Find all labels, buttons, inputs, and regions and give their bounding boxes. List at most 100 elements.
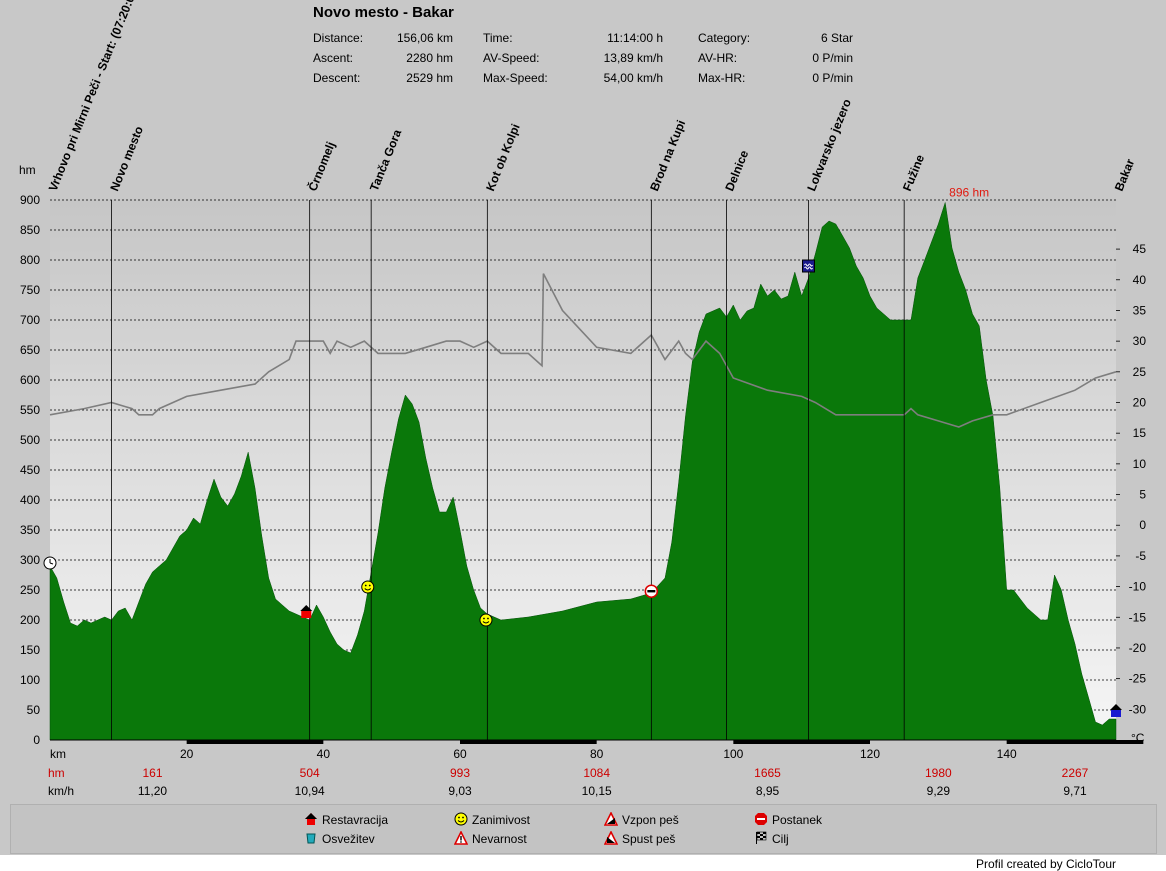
legend-item-finish: Cilj xyxy=(754,831,789,846)
elevation-profile-chart: 0501001502002503003504004505005506006507… xyxy=(19,0,1146,798)
y-tick-label: 900 xyxy=(20,193,40,207)
danger-icon xyxy=(454,831,468,845)
y-tick-label: 150 xyxy=(20,643,40,657)
hm-row-value: 161 xyxy=(142,766,162,780)
stat-value-max-speed: 54,00 km/h xyxy=(603,71,663,85)
walk-up-icon xyxy=(604,812,618,826)
stat-label-max-speed: Max-Speed: xyxy=(483,71,548,85)
restaurant-icon xyxy=(305,813,317,825)
legend-label-restaurant: Restavracija xyxy=(322,813,389,827)
waypoint-label: Delnice xyxy=(722,148,751,193)
y-tick-label: 550 xyxy=(20,403,40,417)
y-tick-label: 800 xyxy=(20,253,40,267)
x-axis-bar xyxy=(186,740,1144,744)
stat-label-time: Time: xyxy=(483,31,513,45)
stat-label-distance: Distance: xyxy=(313,31,364,45)
legend-label-attraction: Zanimivost xyxy=(472,813,531,827)
y2-tick-label: -5 xyxy=(1135,549,1146,563)
legend-item-attraction: Zanimivost xyxy=(454,812,530,827)
y-tick-label: 750 xyxy=(20,283,40,297)
kmh-row-value: 9,03 xyxy=(448,784,472,798)
y-tick-label: 100 xyxy=(20,673,40,687)
y2-tick-label: 10 xyxy=(1133,457,1147,471)
y-tick-label: 0 xyxy=(33,733,40,747)
stat-value-max-hr: 0 P/min xyxy=(812,71,853,85)
route-title: Novo mesto - Bakar xyxy=(313,4,454,21)
stat-label-ascent: Ascent: xyxy=(313,51,354,65)
waypoint-label: Bakar xyxy=(1112,157,1138,193)
y2-tick-label: -20 xyxy=(1129,641,1147,655)
refreshment-icon xyxy=(306,833,316,844)
x-axis-ticks: 20 40 60 80 100 120 140 xyxy=(180,747,1017,761)
y2-tick-label: 20 xyxy=(1133,396,1147,410)
waypoint-label: Novo mesto xyxy=(107,124,146,193)
stat-value-time: 11:14:00 h xyxy=(607,31,663,45)
stop-icon xyxy=(755,813,767,825)
credit-text: Profil created by CicloTour xyxy=(975,857,1116,871)
hm-row-value: 1084 xyxy=(583,766,610,780)
x-axis-bar-segment xyxy=(460,740,597,744)
y2-tick-label: 25 xyxy=(1133,365,1147,379)
kmh-row-value: 9,71 xyxy=(1063,784,1087,798)
legend-label-refreshment: Osvežitev xyxy=(322,832,375,846)
stat-value-category: 6 Star xyxy=(820,31,853,45)
x-axis-bar-segment xyxy=(733,740,870,744)
stat-label-av-speed: AV-Speed: xyxy=(483,51,540,65)
waypoint-label: Tanča Gora xyxy=(367,127,405,193)
attraction-marker-icon xyxy=(361,580,375,594)
x-tick-label: 20 xyxy=(180,747,194,761)
lake-marker-icon xyxy=(802,259,815,273)
kmh-row-value: 10,94 xyxy=(295,784,325,798)
legend-label-walk-down: Spust peš xyxy=(622,832,676,846)
y2-tick-label: 0 xyxy=(1139,518,1146,532)
kmh-row-value: 8,95 xyxy=(756,784,780,798)
y-tick-label: 200 xyxy=(20,613,40,627)
legend-label-finish: Cilj xyxy=(772,832,789,846)
kmh-row-value: 10,15 xyxy=(582,784,612,798)
x-tick-label: 120 xyxy=(860,747,880,761)
waypoint-label: Brod na Kupi xyxy=(647,118,688,193)
start-marker-icon xyxy=(43,556,57,570)
y2-tick-label: 30 xyxy=(1133,334,1147,348)
y-tick-label: 350 xyxy=(20,523,40,537)
y2-axis-ticks: -30 -25 -20 -15 -10 -5 0 5 10 15 20 25 30 35 40 45 xyxy=(1116,242,1146,716)
y-tick-label: 600 xyxy=(20,373,40,387)
stat-value-av-speed: 13,89 km/h xyxy=(603,51,663,65)
x-tick-label: 80 xyxy=(590,747,604,761)
y-tick-label: 50 xyxy=(27,703,41,717)
y2-axis-label: °C xyxy=(1131,731,1145,745)
legend-item-stop: Postanek xyxy=(754,812,822,827)
stat-label-max-hr: Max-HR: xyxy=(698,71,746,85)
waypoint-label: Fužine xyxy=(900,152,927,193)
legend-item-refreshment: Osvežitev xyxy=(304,831,375,846)
x-tick-label: 100 xyxy=(723,747,743,761)
legend-item-walk-down: Spust peš xyxy=(604,831,675,846)
waypoint-label: Kot ob Kolpi xyxy=(483,122,523,193)
y-tick-label: 650 xyxy=(20,343,40,357)
y2-tick-label: -15 xyxy=(1129,610,1147,624)
attraction-icon xyxy=(454,812,468,826)
x-axis-bar-segment xyxy=(186,740,324,744)
hm-row-value: 1980 xyxy=(925,766,952,780)
legend: Restavracija Osvežitev Zanimivost Nevarn… xyxy=(10,804,1157,854)
y2-tick-label: -25 xyxy=(1129,672,1147,686)
y-tick-label: 700 xyxy=(20,313,40,327)
stat-value-ascent: 2280 hm xyxy=(406,51,453,65)
max-elevation-label: 896 hm xyxy=(949,185,989,199)
legend-item-danger: Nevarnost xyxy=(454,831,527,846)
y2-tick-label: -10 xyxy=(1129,580,1147,594)
y2-tick-label: 35 xyxy=(1133,303,1147,317)
stat-value-av-hr: 0 P/min xyxy=(812,51,853,65)
waypoint-lines xyxy=(111,200,905,740)
stat-label-av-hr: AV-HR: xyxy=(698,51,738,65)
x-tick-label: 40 xyxy=(317,747,331,761)
legend-label-walk-up: Vzpon peš xyxy=(622,813,679,827)
stat-value-distance: 156,06 km xyxy=(396,31,453,45)
y2-tick-label: -30 xyxy=(1129,702,1147,716)
x-axis-bar-segment xyxy=(1006,740,1144,744)
stat-label-category: Category: xyxy=(698,31,751,45)
y2-tick-label: 45 xyxy=(1133,242,1147,256)
temperature-line xyxy=(49,273,1117,428)
stat-label-descent: Descent: xyxy=(313,71,361,85)
hm-row-label: hm xyxy=(48,766,65,780)
